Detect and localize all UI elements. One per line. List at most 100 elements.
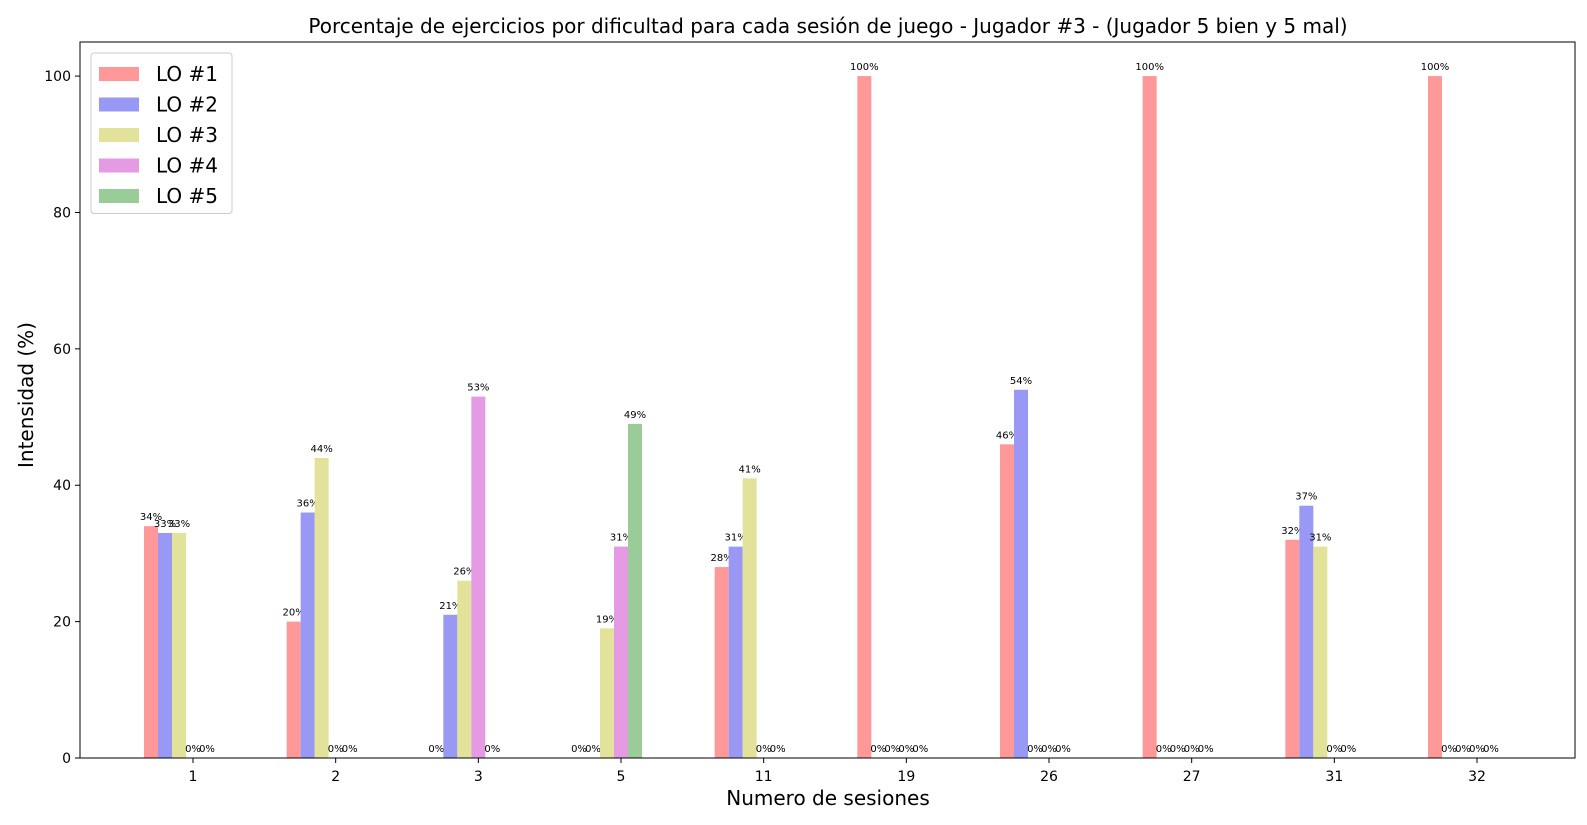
y-tick-label: 80 [53, 205, 71, 221]
legend-swatch-lo4 [99, 158, 139, 173]
bar-lo1-session-11 [714, 567, 729, 758]
data-label-lo2-session-19: 0% [870, 744, 886, 755]
data-label-lo4-session-31: 0% [1326, 744, 1342, 755]
data-label-lo5-session-19: 0% [912, 744, 928, 755]
bar-lo1-session-31 [1285, 539, 1300, 758]
data-label-lo4-session-27: 0% [1184, 744, 1200, 755]
y-tick-label: 60 [53, 342, 71, 358]
legend-label-lo1: LO #1 [156, 62, 218, 86]
data-label-lo5-session-26: 0% [1055, 744, 1071, 755]
data-label-lo4-session-32: 0% [1469, 744, 1485, 755]
data-label-lo2-session-5: 0% [585, 744, 601, 755]
data-label-lo1-session-19: 100% [850, 62, 879, 73]
data-label-lo3-session-1: 33% [168, 519, 190, 530]
data-label-lo5-session-27: 0% [1198, 744, 1214, 755]
legend-label-lo3: LO #3 [156, 123, 218, 147]
data-label-lo1-session-5: 0% [571, 744, 587, 755]
data-label-lo1-session-31: 32% [1281, 526, 1303, 537]
data-label-lo5-session-5: 49% [624, 410, 646, 421]
data-label-lo2-session-26: 54% [1010, 376, 1032, 387]
legend-label-lo5: LO #5 [156, 184, 218, 208]
x-tick-label: 11 [755, 769, 773, 785]
legend-swatch-lo1 [99, 67, 139, 81]
x-tick-label: 2 [331, 769, 340, 785]
plot-area: 34%20%0% 0%28%100%46%100%32%100%33%36%21%… [44, 41, 1576, 785]
data-label-lo5-session-3: 0% [484, 744, 500, 755]
data-label-lo4-session-26: 0% [1041, 744, 1057, 755]
data-label-lo5-session-31: 0% [1340, 744, 1356, 755]
data-label-lo3-session-27: 0% [1170, 744, 1186, 755]
data-label-lo3-session-19: 0% [884, 744, 900, 755]
bar-lo4-session-3 [471, 396, 486, 758]
bar-lo3-session-3 [457, 580, 472, 758]
bar-lo2-session-11 [728, 546, 743, 758]
data-label-lo1-session-3: 0% [428, 744, 444, 755]
y-tick-label: 20 [53, 615, 71, 631]
x-tick-label: 3 [474, 769, 483, 785]
bar-lo1-session-2 [286, 621, 301, 758]
data-label-lo1-session-1: 34% [140, 512, 162, 523]
bar-lo3-session-1 [172, 532, 186, 758]
x-tick-label: 32 [1468, 769, 1486, 785]
data-label-lo5-session-1: 0% [199, 744, 215, 755]
data-label-lo3-session-3: 26% [453, 567, 475, 578]
legend-label-lo2: LO #2 [156, 93, 218, 117]
legend-label-lo4: LO #4 [156, 154, 218, 178]
data-label-lo3-session-32: 0% [1455, 744, 1471, 755]
bar-lo1-session-1 [144, 526, 158, 758]
x-axis-title: Numero de sesiones [726, 786, 930, 810]
data-label-lo1-session-32: 100% [1421, 62, 1450, 73]
data-label-lo2-session-1: 33% [154, 519, 176, 530]
x-tick-label: 26 [1040, 769, 1058, 785]
bar-lo3-session-5 [600, 628, 614, 758]
data-label-lo2-session-3: 21% [439, 601, 461, 612]
bar-lo2-session-2 [300, 512, 315, 758]
data-label-lo1-session-27: 100% [1135, 62, 1164, 73]
x-tick-label: 31 [1325, 769, 1343, 785]
data-label-lo2-session-2: 36% [297, 499, 319, 510]
y-tick-label: 100 [44, 69, 71, 85]
data-label-lo4-session-2: 0% [328, 744, 344, 755]
y-tick-label: 0 [62, 751, 71, 767]
data-label-lo2-session-31: 37% [1295, 492, 1317, 503]
legend-swatch-lo5 [99, 189, 139, 203]
data-label-lo3-session-5: 19% [596, 614, 618, 625]
y-tick-label: 40 [53, 478, 71, 494]
plot-frame [79, 41, 1576, 759]
chart-title: Porcentaje de ejercicios por dificultad … [308, 14, 1347, 38]
bar-lo1-session-19 [857, 76, 872, 759]
bar-lo1-session-26 [1000, 444, 1014, 758]
data-label-lo5-session-11: 0% [770, 744, 786, 755]
legend: LO #1 LO #2 LO #3 LO #4 LO #5 [90, 52, 233, 214]
bar-lo3-session-31 [1313, 546, 1328, 758]
data-label-lo4-session-19: 0% [898, 744, 914, 755]
bar-lo2-session-1 [158, 532, 172, 758]
bar-lo2-session-3 [443, 614, 458, 758]
data-label-lo2-session-32: 0% [1441, 744, 1457, 755]
bar-lo2-session-26 [1014, 389, 1028, 758]
data-label-lo1-session-2: 20% [283, 608, 305, 619]
data-label-lo5-session-32: 0% [1483, 744, 1499, 755]
x-tick-label: 19 [897, 769, 915, 785]
data-label-lo4-session-1: 0% [185, 744, 201, 755]
bar-lo3-session-2 [314, 457, 329, 758]
data-label-lo1-session-26: 46% [996, 430, 1018, 441]
x-tick-label: 1 [189, 769, 198, 785]
data-label-lo5-session-2: 0% [342, 744, 358, 755]
data-label-lo3-session-26: 0% [1027, 744, 1043, 755]
data-label-lo3-session-31: 31% [1309, 533, 1331, 544]
bar-lo2-session-31 [1299, 505, 1314, 758]
bar-lo1-session-32 [1428, 76, 1442, 759]
data-label-lo2-session-27: 0% [1156, 744, 1172, 755]
bar-lo5-session-5 [628, 423, 642, 758]
bar-lo1-session-27 [1142, 76, 1157, 759]
bar-lo3-session-11 [742, 478, 757, 758]
data-label-lo4-session-5: 31% [610, 533, 632, 544]
data-label-lo4-session-11: 0% [756, 744, 772, 755]
data-label-lo1-session-11: 28% [711, 553, 733, 564]
data-label-lo4-session-3: 53% [467, 383, 489, 394]
legend-swatch-lo3 [99, 128, 139, 142]
legend-box [90, 52, 233, 214]
